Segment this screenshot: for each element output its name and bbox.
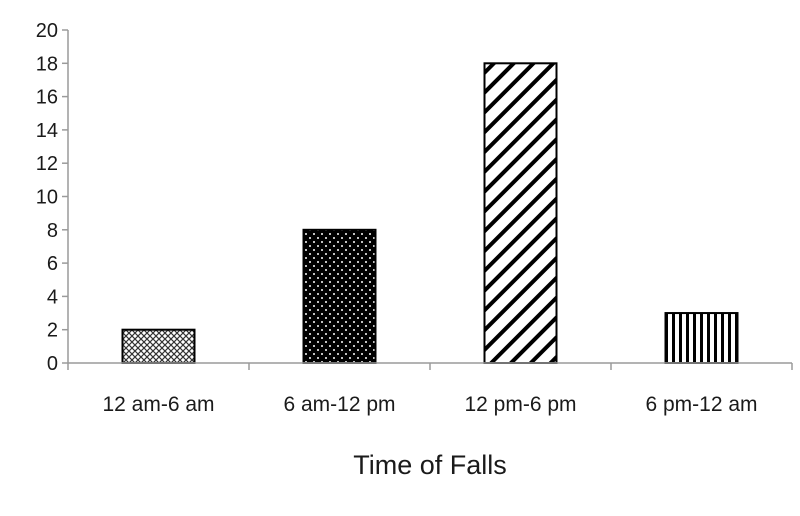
bars-group xyxy=(121,62,739,365)
y-tick-label: 20 xyxy=(36,20,58,42)
y-tick-label: 16 xyxy=(36,87,58,109)
x-axis-title: Time of Falls xyxy=(353,450,507,480)
y-tick-label: 14 xyxy=(36,120,58,142)
x-category-label: 12 pm-6 pm xyxy=(464,393,576,416)
x-axis-labels: 12 am-6 am 6 am-12 pm 12 pm-6 pm 6 pm-12 am xyxy=(67,363,793,416)
y-tick-label: 4 xyxy=(47,286,58,308)
bar-12-pm-6-pm xyxy=(483,62,558,365)
y-axis-ticks: 0 2 4 6 8 10 12 14 16 18 20 xyxy=(36,20,68,375)
y-tick-label: 6 xyxy=(47,253,58,275)
bar-12-am-6-am xyxy=(121,328,196,365)
y-tick-label: 8 xyxy=(47,220,58,242)
bar-6-pm-12-am xyxy=(664,312,739,364)
x-category-label: 6 am-12 pm xyxy=(283,393,395,416)
y-tick-label: 18 xyxy=(36,53,58,75)
x-category-label: 12 am-6 am xyxy=(102,393,214,416)
y-tick-label: 0 xyxy=(47,353,58,375)
y-tick-label: 2 xyxy=(47,320,58,342)
y-tick-label: 10 xyxy=(36,187,58,209)
y-tick-label: 12 xyxy=(36,153,58,175)
x-category-label: 6 pm-12 am xyxy=(645,393,757,416)
bar-6-am-12-pm xyxy=(302,228,377,364)
